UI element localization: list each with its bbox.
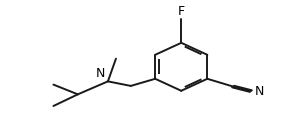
Text: F: F xyxy=(178,5,185,18)
Text: N: N xyxy=(96,67,106,80)
Text: N: N xyxy=(254,85,264,98)
